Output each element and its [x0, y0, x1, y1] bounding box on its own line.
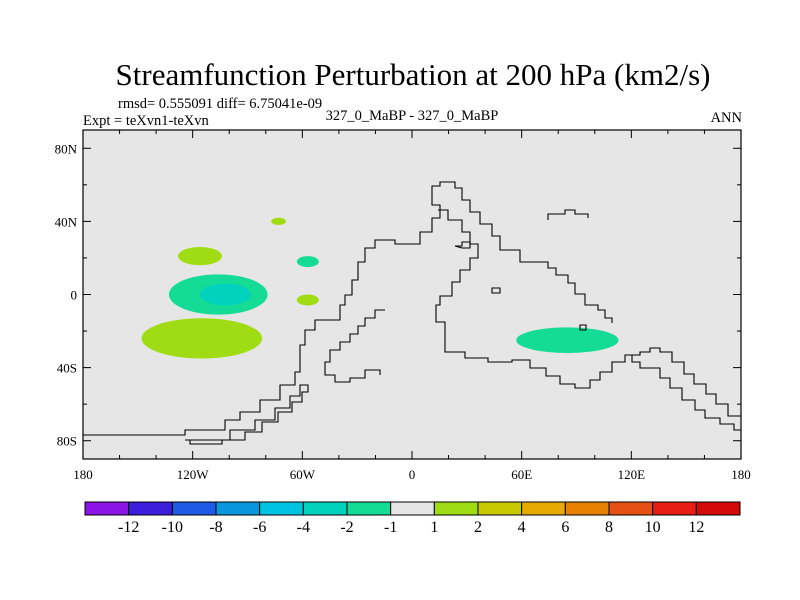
colorbar-label-8: 2 [474, 519, 482, 536]
contour-region-6 [296, 256, 319, 268]
contour-region-8 [516, 327, 619, 353]
colorbar-swatch-12 [608, 501, 654, 516]
colorbar-label-10: 6 [561, 519, 569, 536]
colorbar-swatch-8 [433, 501, 479, 516]
y-tick-label-4: 80S [57, 434, 77, 449]
colorbar-swatch-11 [564, 501, 610, 516]
center-string: 327_0_MaBP - 327_0_MaBP [326, 108, 499, 124]
x-tick-label-5: 120E [618, 467, 646, 482]
colorbar-swatch-5 [302, 501, 348, 516]
y-tick-label-0: 80N [55, 141, 78, 156]
colorbar-swatch-14 [695, 501, 741, 516]
y-axis: 80N 40N 0 40S 80S [55, 141, 741, 449]
colorbar-label-7: 1 [430, 519, 438, 536]
contour-region-7 [296, 294, 319, 306]
contour-region-4 [141, 318, 263, 359]
colorbar-swatch-6 [346, 501, 392, 516]
colorbar-swatch-7 [390, 501, 435, 516]
y-tick-label-2: 0 [71, 288, 78, 303]
contour-region-3 [199, 283, 252, 306]
colorbar: -12 -10 -8 -6 -4 -2 -1 1 2 4 6 8 10 12 [84, 501, 741, 536]
colorbar-swatch-2 [171, 501, 217, 516]
colorbar-swatch-13 [652, 501, 697, 516]
x-axis: 180 120W 60W 0 60E 120E 180 [73, 130, 751, 482]
coastline-greenland [435, 209, 741, 431]
colorbar-swatch-0 [84, 501, 130, 516]
x-tick-label-3: 0 [409, 467, 416, 482]
x-tick-label-1: 120W [177, 467, 210, 482]
colorbar-label-9: 4 [518, 519, 526, 536]
colorbar-swatch-9 [477, 501, 523, 516]
x-tick-label-0: 180 [73, 467, 93, 482]
x-tick-label-4: 60E [511, 467, 532, 482]
coastline-island-small [454, 241, 471, 249]
coastlines [83, 181, 741, 445]
colorbar-label-0: -12 [118, 519, 139, 536]
coastline-island-small-3 [579, 324, 587, 331]
coastline-islands [547, 209, 589, 220]
colorbar-label-11: 8 [605, 519, 613, 536]
colorbar-label-3: -6 [253, 519, 266, 536]
coastline-island-small-2 [491, 287, 501, 294]
y-tick-label-3: 40S [57, 361, 77, 376]
stats-line: rmsd= 0.555091 diff= 6.75041e-09 [118, 96, 322, 112]
colorbar-label-12: 10 [645, 519, 661, 536]
y-tick-label-1: 40N [55, 214, 78, 229]
colorbar-label-6: -1 [384, 519, 397, 536]
coastline-australia [625, 347, 741, 417]
left-string: Expt = teXvn1-teXvn [83, 113, 210, 129]
contour-fills [141, 217, 619, 359]
chart-title: Streamfunction Perturbation at 200 hPa (… [116, 57, 711, 92]
colorbar-swatch-4 [259, 501, 304, 516]
colorbar-swatch-3 [215, 501, 261, 516]
colorbar-label-4: -4 [297, 519, 310, 536]
x-tick-label-2: 60W [290, 467, 316, 482]
right-string: ANN [711, 110, 743, 126]
contour-region-5 [271, 217, 286, 226]
coastline-south-america [185, 384, 309, 445]
coastline-central-america [324, 309, 385, 383]
x-tick-label-6: 180 [731, 467, 751, 482]
colorbar-label-2: -8 [209, 519, 222, 536]
colorbar-label-1: -10 [162, 519, 183, 536]
colorbar-label-5: -2 [340, 519, 353, 536]
colorbar-label-13: 12 [688, 519, 704, 536]
colorbar-swatch-1 [128, 501, 173, 516]
colorbar-swatch-10 [521, 501, 566, 516]
coastline-north-america [83, 181, 613, 436]
contour-region-1 [178, 246, 222, 266]
